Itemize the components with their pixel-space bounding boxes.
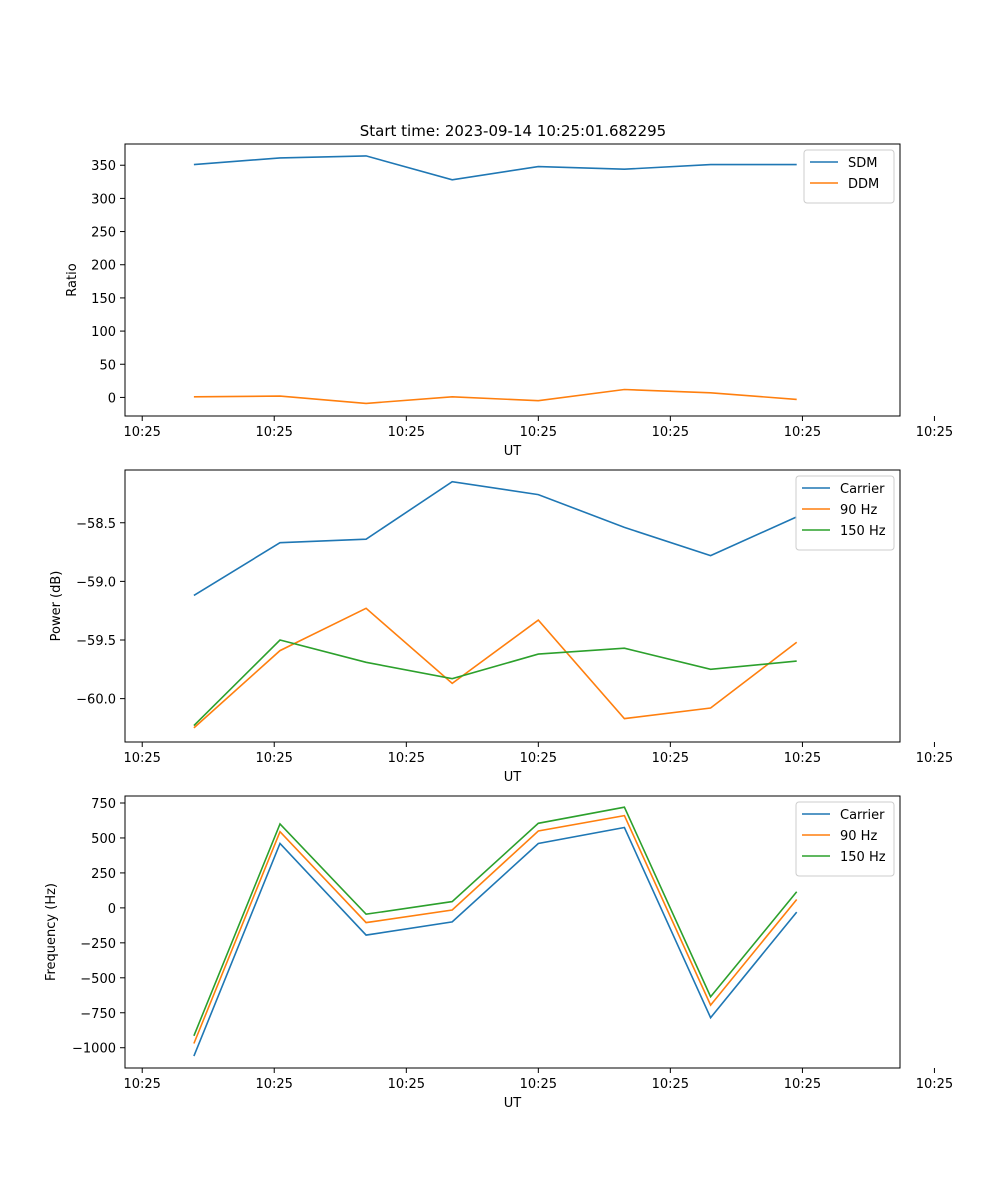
y-tick-label: −750 (80, 1007, 116, 1022)
y-tick-label: −500 (80, 972, 116, 987)
series-line-ddm (193, 388, 797, 405)
plot-frame (124, 795, 901, 1069)
x-tick-label: 10:25 (123, 1077, 160, 1092)
y-tick-label: 250 (91, 226, 116, 241)
x-tick-label: 10:25 (255, 751, 292, 766)
y-tick-label: 200 (91, 259, 116, 274)
legend-label: DDM (848, 177, 879, 192)
y-tick-label: 150 (91, 292, 116, 307)
legend: Carrier 90 Hz 150 Hz (795, 475, 895, 551)
chart-panel-1: 10:2510:2510:2510:2510:2510:2510:2510:26… (65, 143, 953, 459)
x-tick-label: 10:25 (123, 751, 160, 766)
x-tick-label: 10:25 (652, 751, 689, 766)
legend: SDM DDM (803, 149, 895, 204)
y-tick-label: 300 (91, 192, 116, 207)
x-axis-label: UT (504, 444, 522, 459)
y-tick-label: −59.5 (76, 634, 116, 649)
x-tick-label: 10:25 (388, 425, 425, 440)
y-tick-label: 0 (108, 902, 116, 917)
x-axis-label: UT (504, 1096, 522, 1111)
y-axis-label: Frequency (Hz) (44, 883, 59, 981)
x-tick-label: 10:25 (916, 425, 953, 440)
x-tick-label: 10:25 (784, 751, 821, 766)
y-tick-label: −1000 (72, 1042, 116, 1057)
legend-label: SDM (848, 156, 877, 171)
x-tick-label: 10:25 (916, 1077, 953, 1092)
plot-frame (124, 469, 901, 743)
x-tick-label: 10:25 (520, 425, 557, 440)
x-tick-label: 10:25 (784, 425, 821, 440)
y-tick-label: 250 (91, 867, 116, 882)
series-line-carrier (193, 826, 798, 1057)
x-tick-label: 10:25 (388, 751, 425, 766)
x-tick-label: 10:25 (520, 751, 557, 766)
x-axis-label: UT (504, 770, 522, 785)
series-line-carrier (193, 480, 798, 597)
y-tick-label: 350 (91, 159, 116, 174)
legend-label: Carrier (840, 808, 885, 823)
legend-label: 90 Hz (840, 503, 877, 518)
x-tick-label: 10:25 (388, 1077, 425, 1092)
y-tick-label: −59.0 (76, 575, 116, 590)
x-tick-label: 10:25 (123, 425, 160, 440)
legend-box (795, 801, 895, 877)
y-tick-label: −60.0 (76, 693, 116, 708)
x-tick-label: 10:25 (916, 751, 953, 766)
legend-label: 150 Hz (840, 850, 886, 865)
figure-title: Start time: 2023-09-14 10:25:01.682295 (360, 122, 666, 140)
x-tick-label: 10:25 (255, 425, 292, 440)
y-tick-label: 750 (91, 797, 116, 812)
x-tick-label: 10:25 (652, 425, 689, 440)
y-tick-label: 50 (99, 358, 116, 373)
chart-panel-3: 10:2510:2510:2510:2510:2510:2510:2510:26… (44, 795, 953, 1111)
series-line-90-hz (193, 814, 798, 1044)
legend-label: Carrier (840, 482, 885, 497)
chart-panel-2: 10:2510:2510:2510:2510:2510:2510:2510:26… (49, 469, 953, 785)
series-line-150-hz (193, 639, 797, 727)
series-line-sdm (193, 155, 797, 181)
y-axis-label: Power (dB) (49, 571, 64, 642)
y-tick-label: −250 (80, 937, 116, 952)
plot-frame (124, 143, 901, 417)
y-tick-label: 0 (108, 391, 116, 406)
x-tick-label: 10:25 (652, 1077, 689, 1092)
y-tick-label: 100 (91, 325, 116, 340)
legend: Carrier 90 Hz 150 Hz (795, 801, 895, 877)
x-tick-label: 10:25 (255, 1077, 292, 1092)
panels: 10:2510:2510:2510:2510:2510:2510:2510:26… (44, 143, 953, 1111)
y-tick-label: −58.5 (76, 517, 116, 532)
series-line-150-hz (193, 806, 798, 1037)
x-tick-label: 10:25 (784, 1077, 821, 1092)
y-tick-label: 500 (91, 832, 116, 847)
legend-box (803, 149, 895, 204)
legend-label: 90 Hz (840, 829, 877, 844)
x-tick-label: 10:25 (520, 1077, 557, 1092)
legend-box (795, 475, 895, 551)
legend-label: 150 Hz (840, 524, 886, 539)
y-axis-label: Ratio (65, 263, 80, 296)
